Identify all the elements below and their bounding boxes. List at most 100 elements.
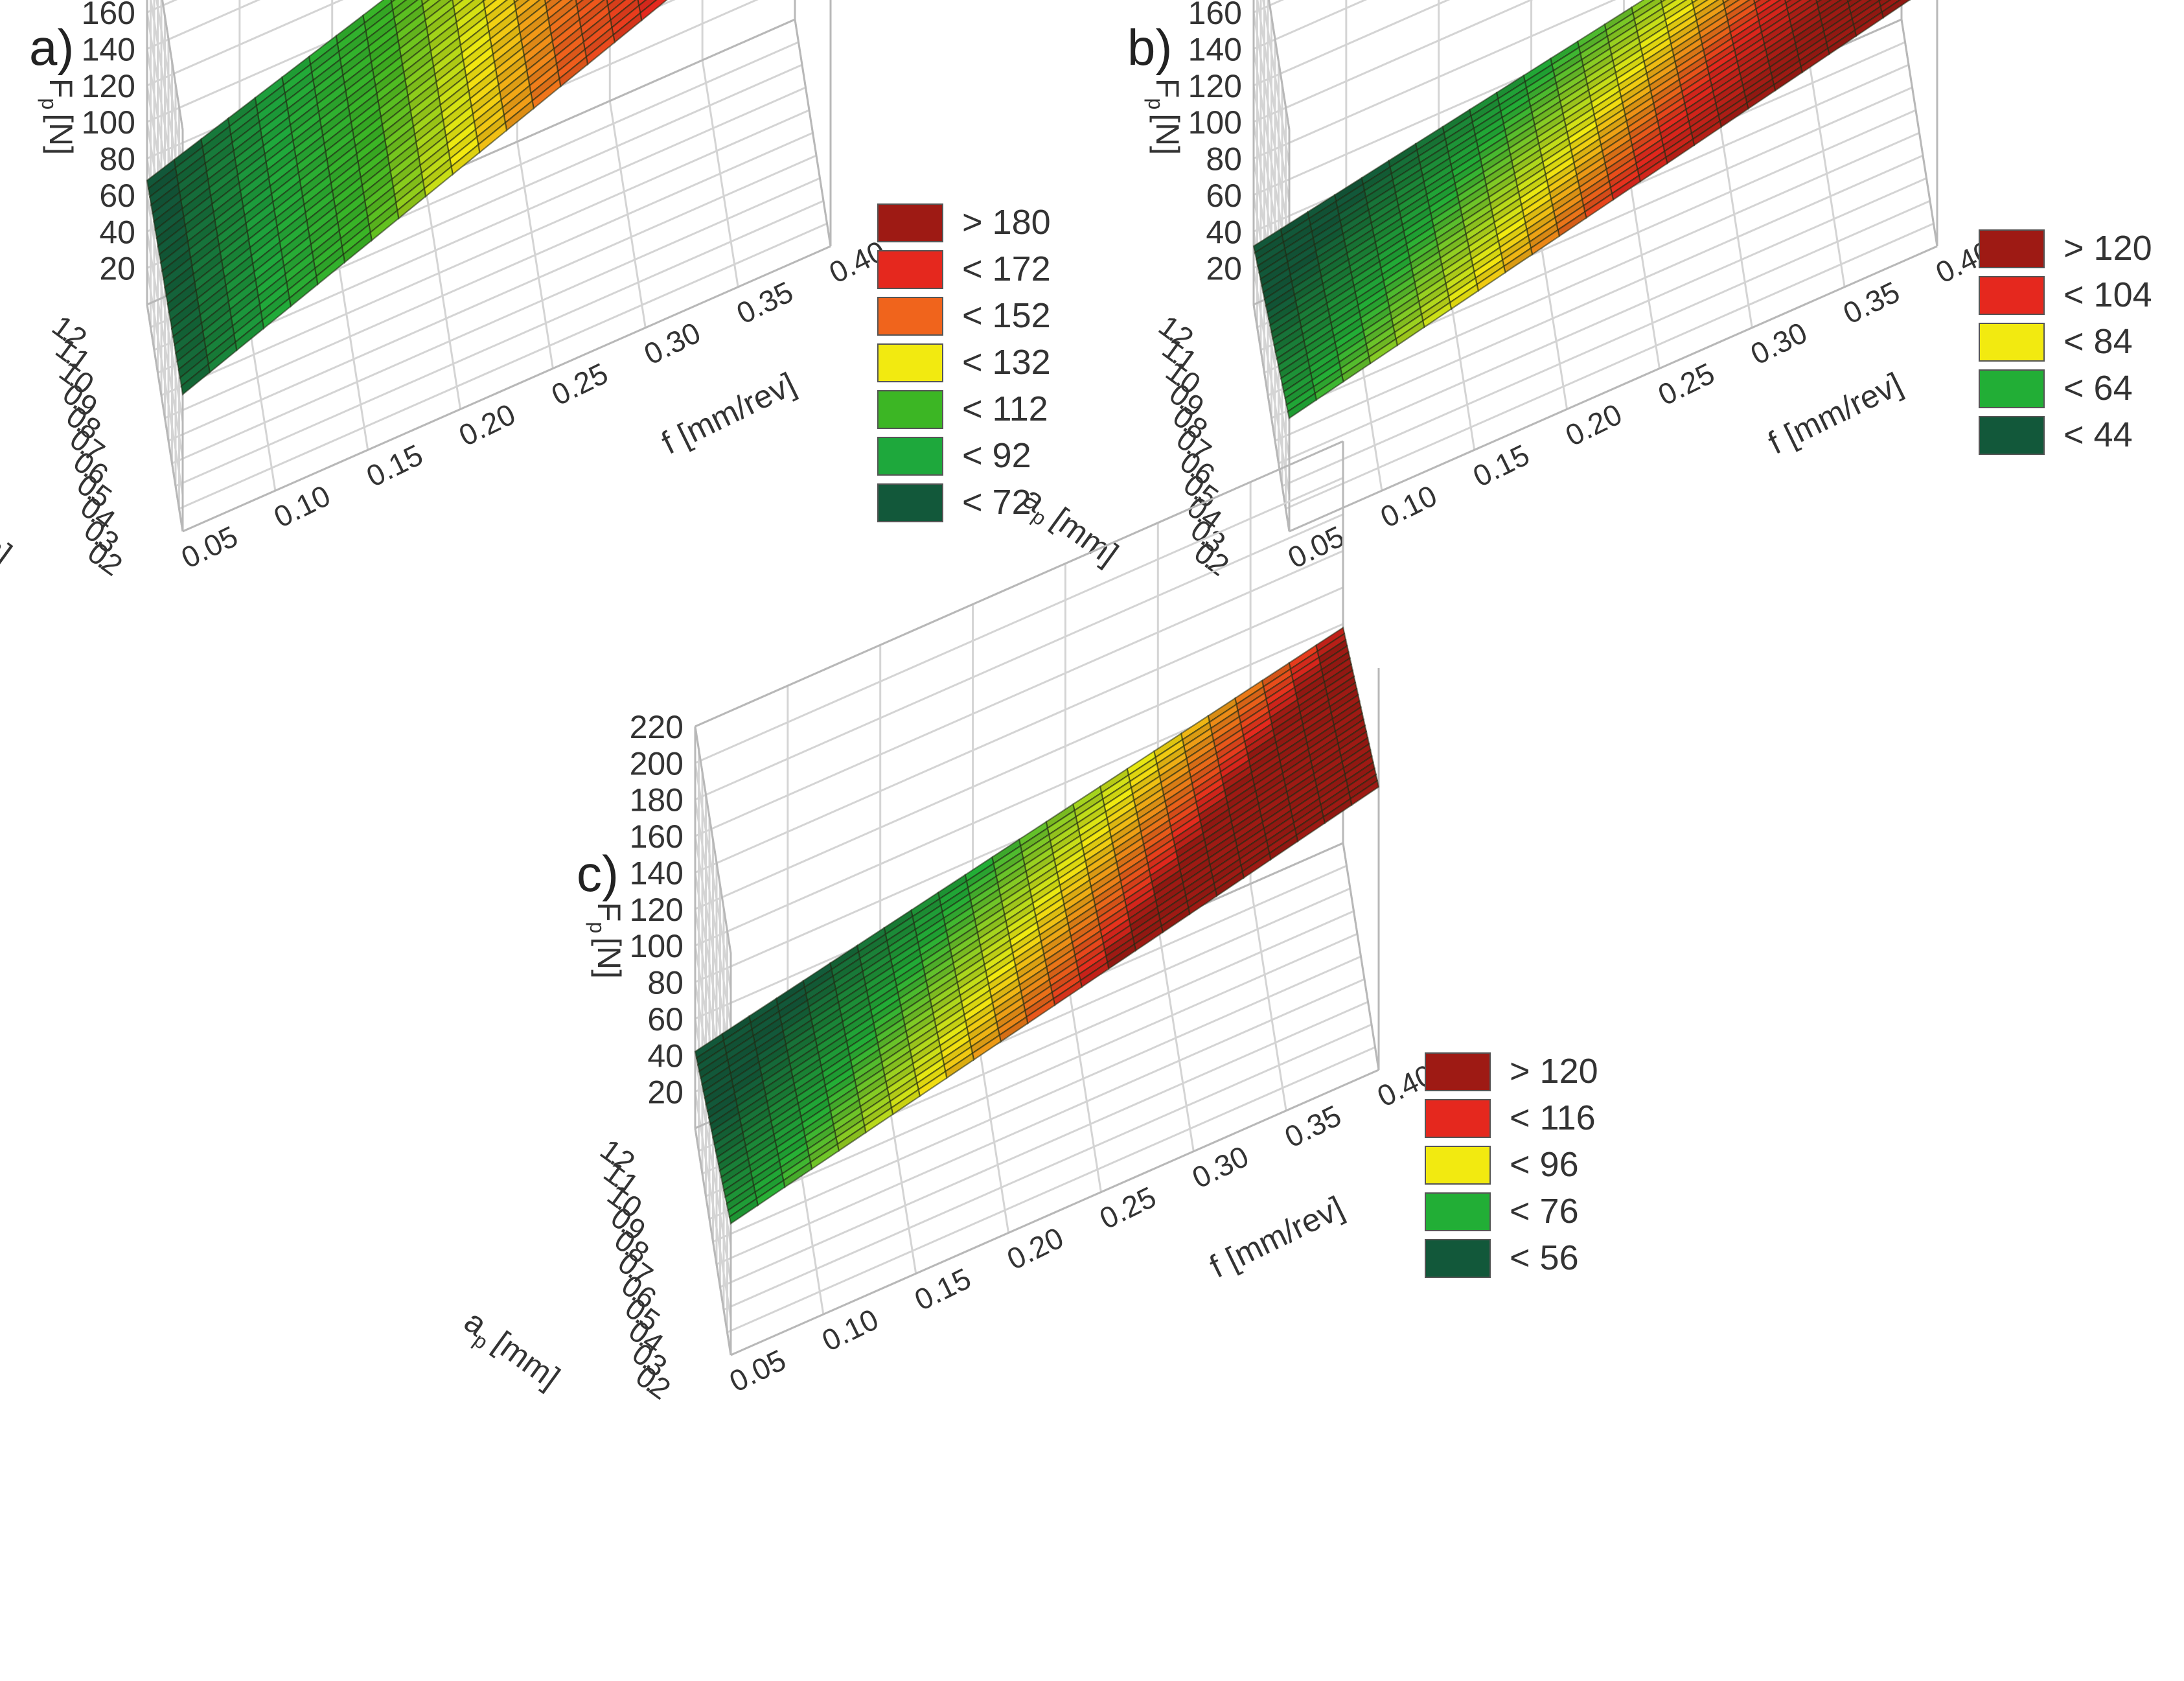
floor-gridline: [164, 132, 814, 419]
legend-swatch: [1425, 1192, 1491, 1231]
f-tick-label: 0.10: [1375, 478, 1442, 534]
z-axis-label: Fp [N]: [1144, 78, 1186, 155]
panel-label: b): [1127, 19, 1172, 76]
f-tick-label: 0.25: [1094, 1180, 1161, 1236]
legend-swatch: [877, 297, 943, 336]
z-axis-label-unit: [N]: [591, 937, 627, 979]
legend: > 120 < 104 < 84 < 64 < 44: [1979, 229, 2152, 455]
box-edge: [694, 1128, 732, 1356]
floor-gridline: [1274, 154, 1924, 442]
surface-cell: [728, 1197, 759, 1225]
wall-gridline: [146, 268, 184, 495]
legend-swatch: [1425, 1239, 1491, 1278]
f-tick-label: 0.05: [724, 1343, 791, 1398]
floor-gridline: [1278, 177, 1927, 465]
wall-gridline: [1252, 12, 1291, 240]
legend-swatch: [1979, 369, 2045, 408]
box-edge: [1289, 245, 1938, 533]
legend-swatch: [877, 437, 943, 476]
legend: > 180 < 172 < 152 < 132 < 112 < 92 < 72: [877, 203, 1051, 522]
z-axis-label: Fp [N]: [38, 78, 79, 155]
surface: [146, 0, 668, 396]
box-edge: [1342, 842, 1380, 1071]
legend-swatch: [877, 343, 943, 382]
legend-swatch: [1979, 323, 2045, 362]
legend-swatch: [877, 203, 943, 242]
floor-gridline: [175, 200, 824, 487]
f-axis-label: f [mm/rev]: [656, 365, 801, 461]
z-tick-label: 80: [99, 141, 135, 178]
z-axis-label-main: F: [43, 78, 79, 99]
f-tick-label: 0.30: [639, 316, 706, 371]
wall-gridline: [1256, 0, 1291, 203]
z-tick-label: 180: [630, 782, 684, 818]
legend-label: > 120: [2063, 229, 2152, 268]
box-edge: [1252, 304, 1291, 532]
wall-gridline: [1252, 268, 1291, 495]
z-tick-label: 160: [1188, 0, 1242, 31]
wall-gridline: [146, 0, 261, 50]
box-edge: [695, 440, 1344, 728]
z-tick-label: 60: [1206, 178, 1242, 214]
wall-gridline: [1253, 0, 1616, 159]
legend-swatch: [1425, 1052, 1491, 1091]
f-tick-label: 0.20: [454, 397, 520, 452]
wall-gridline: [694, 1055, 732, 1282]
z-axis-label: Fp [N]: [586, 902, 627, 979]
legend-swatch: [877, 250, 943, 289]
legend-label: < 44: [2063, 415, 2133, 454]
legend-label: > 180: [962, 203, 1051, 242]
wall-gridline: [146, 194, 184, 423]
z-axis-label-sub: p: [586, 922, 609, 933]
wall-gridline: [695, 623, 1344, 910]
legend-label: < 112: [962, 389, 1048, 428]
panel-label: c): [577, 845, 619, 902]
box-edge: [1900, 19, 1938, 247]
z-tick-label: 80: [1206, 141, 1242, 178]
z-axis-label-main: F: [1149, 78, 1186, 99]
floor-gridline: [719, 1001, 1369, 1288]
z-tick-label: 200: [630, 745, 684, 782]
legend-label: < 132: [962, 343, 1051, 382]
z-tick-label: 140: [630, 855, 684, 891]
floor-gridline: [712, 955, 1362, 1243]
legend-swatch: [877, 483, 943, 522]
floor-gridline: [1282, 200, 1931, 487]
legend-label: < 152: [962, 296, 1051, 335]
legend-label: < 84: [2063, 322, 2133, 361]
legend-swatch: [1425, 1099, 1491, 1138]
box-edge: [794, 19, 832, 247]
z-axis-label-sub: p: [38, 98, 61, 110]
f-tick-label: 0.05: [176, 519, 243, 575]
legend-swatch: [877, 390, 943, 429]
floor-gridline: [723, 1023, 1372, 1311]
surface-cell: [1287, 392, 1317, 420]
floor-gridline: [178, 222, 828, 510]
legend-swatch: [1425, 1146, 1491, 1185]
f-tick-label: 0.35: [731, 275, 798, 330]
box-edge: [146, 304, 184, 532]
wall-gridline: [1253, 0, 1534, 123]
z-tick-label: 120: [1188, 68, 1242, 104]
floor-gridline: [716, 978, 1365, 1266]
legend: > 120 < 116 < 96 < 76 < 56: [1425, 1052, 1598, 1278]
z-axis-label-main: F: [591, 902, 627, 922]
f-tick-label: 0.05: [1283, 519, 1350, 575]
f-tick-label: 0.10: [268, 478, 335, 534]
wall-gridline: [1253, 0, 1451, 87]
surface: [1252, 0, 1911, 420]
z-tick-label: 160: [82, 0, 135, 31]
floor-gridline: [726, 1046, 1376, 1334]
legend-swatch: [1979, 229, 2045, 268]
z-tick-label: 20: [99, 251, 135, 287]
wall-gridline: [694, 835, 732, 1063]
ap-axis-label-unit: [mm]: [1046, 500, 1125, 572]
wall-gridline: [146, 0, 344, 87]
z-tick-label: 40: [1206, 214, 1242, 250]
f-axis-label: f [mm/rev]: [1762, 365, 1907, 461]
wall-gridline: [1253, 0, 1368, 50]
f-tick-label: 0.25: [546, 356, 613, 412]
legend-label: < 116: [1510, 1098, 1596, 1137]
z-tick-label: 120: [82, 68, 135, 104]
